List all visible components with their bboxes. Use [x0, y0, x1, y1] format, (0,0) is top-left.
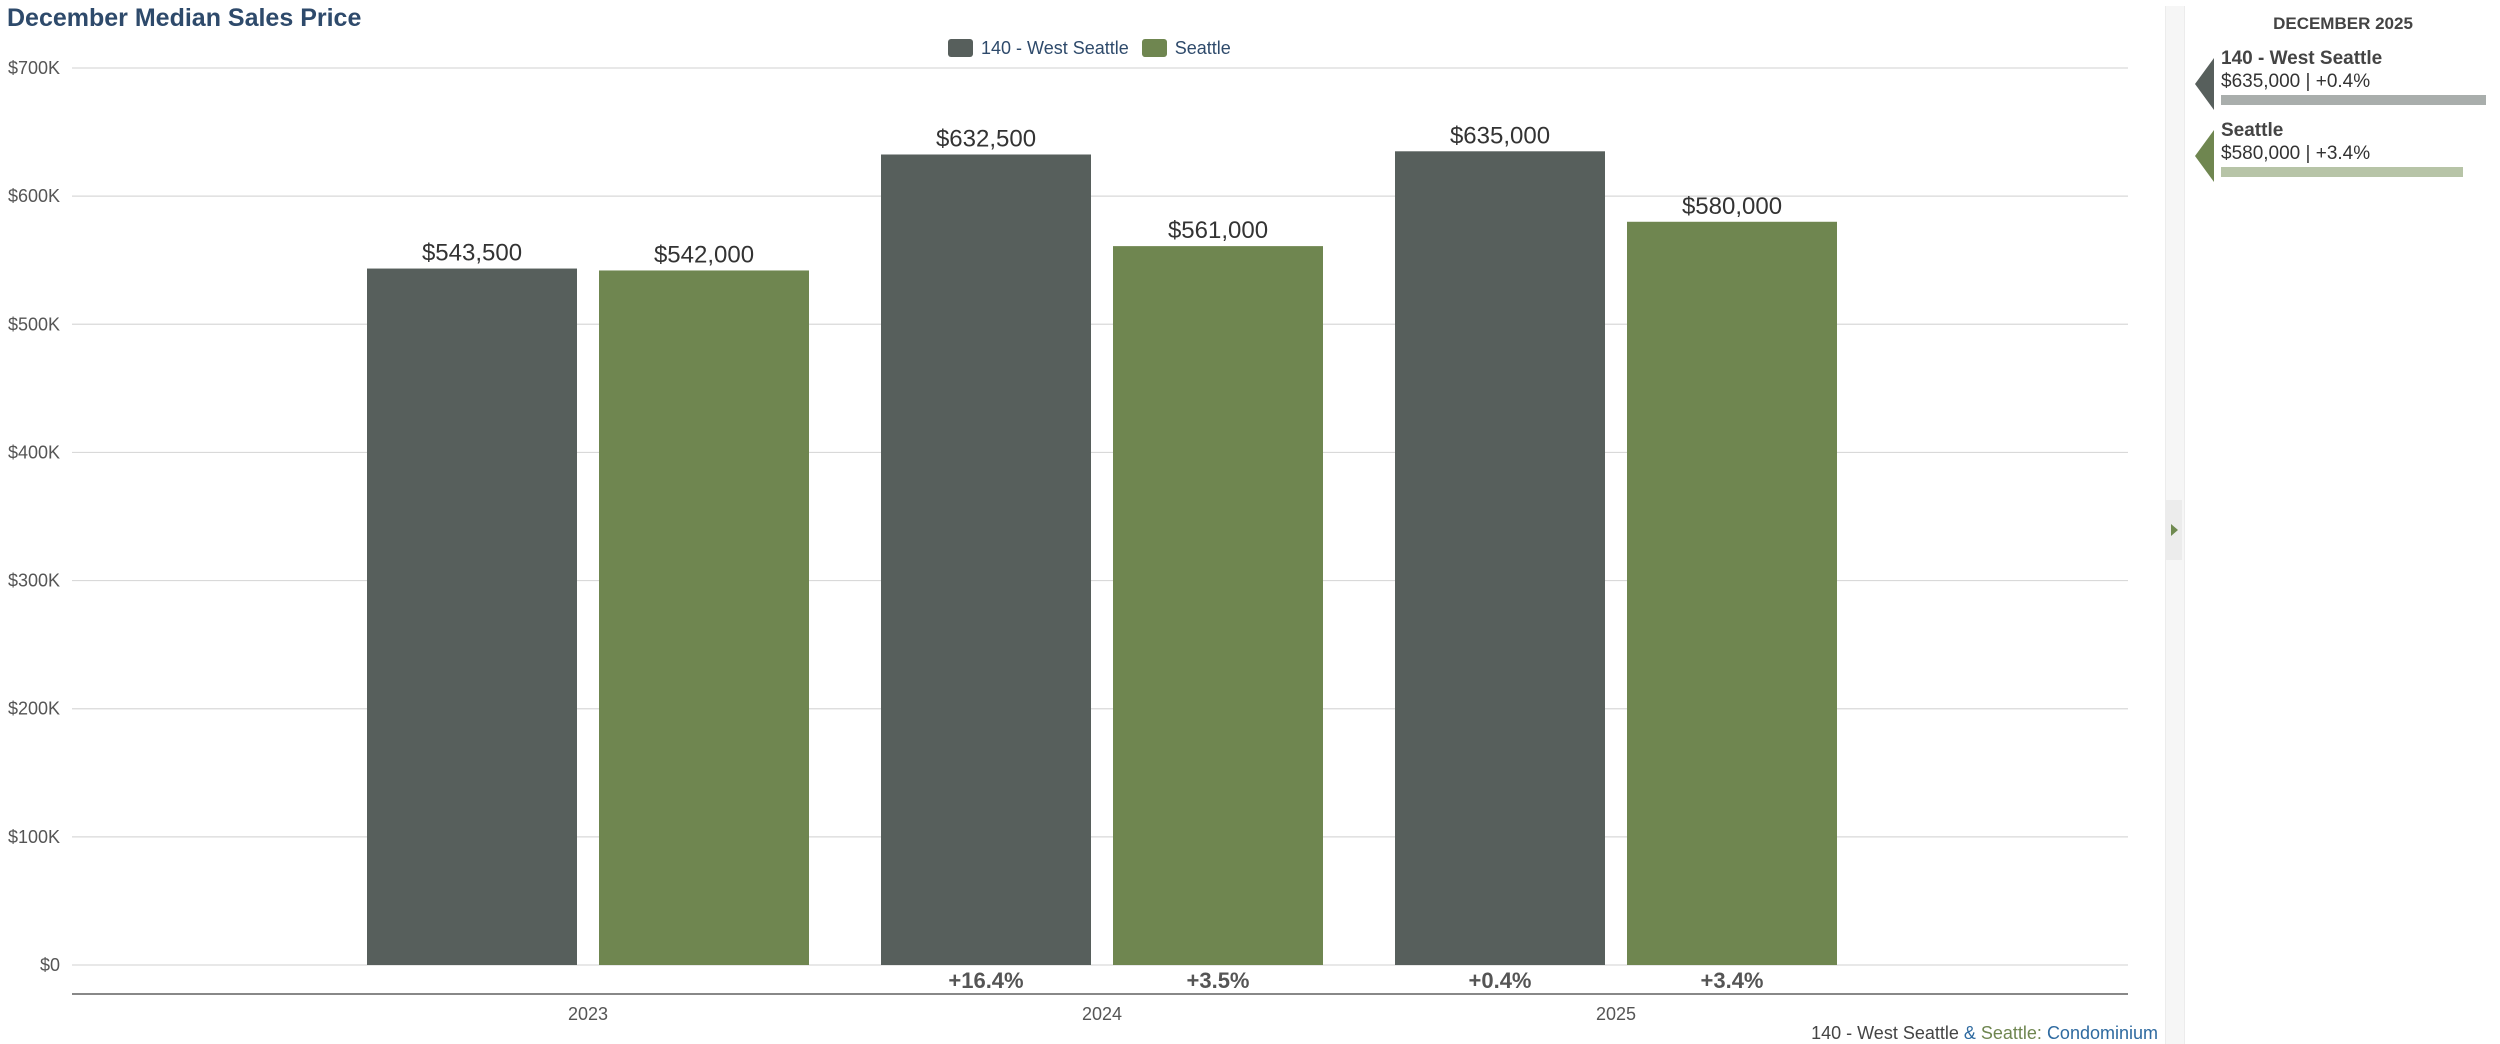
- bar: [1395, 151, 1605, 966]
- summary-panel: DECEMBER 2025 140 - West Seattle $635,00…: [2190, 0, 2496, 1044]
- bar-value-label: $580,000: [1682, 193, 1782, 220]
- legend-label-west-seattle: 140 - West Seattle: [981, 37, 1129, 58]
- bar: [881, 154, 1091, 965]
- chart-title: December Median Sales Price: [7, 4, 362, 32]
- panel-collapse-toggle[interactable]: [2166, 500, 2182, 560]
- y-tick-label: $100K: [8, 827, 60, 847]
- summary-item-name: Seattle: [2221, 120, 2284, 141]
- chart-footer: 140 - West Seattle & Seattle: Condominiu…: [1811, 1022, 2158, 1044]
- bar-value-label: $542,000: [654, 241, 754, 268]
- summary-item-name: 140 - West Seattle: [2221, 48, 2383, 69]
- summary-item-bar: [2221, 167, 2463, 177]
- legend-swatch-seattle: [1141, 39, 1167, 57]
- bar-value-label: $632,500: [936, 125, 1036, 152]
- marker-triangle-icon: [2195, 58, 2214, 110]
- bar-value-label: $543,500: [422, 240, 522, 267]
- footer-city-name: Seattle: [1980, 1023, 2037, 1043]
- legend-item-west-seattle[interactable]: 140 - West Seattle: [948, 38, 1129, 59]
- summary-heading: DECEMBER 2025: [2273, 14, 2413, 33]
- footer-joiner: &: [1958, 1023, 1981, 1043]
- caret-right-icon: [2171, 524, 2178, 536]
- y-tick-label: $600K: [8, 186, 60, 206]
- y-tick-label: $400K: [8, 442, 60, 462]
- y-tick-label: $200K: [8, 699, 60, 719]
- legend-item-seattle[interactable]: Seattle: [1141, 37, 1231, 59]
- legend-swatch-west-seattle: [948, 39, 973, 57]
- marker-triangle-icon: [2195, 130, 2214, 182]
- legend-label-seattle: Seattle: [1174, 37, 1231, 58]
- y-tick-label: $0: [40, 955, 60, 975]
- summary-item-value: $580,000 | +3.4%: [2221, 143, 2371, 164]
- change-label: +0.4%: [1469, 968, 1532, 993]
- summary-item-value: $635,000 | +0.4%: [2221, 71, 2371, 92]
- bar: [599, 270, 809, 966]
- y-tick-label: $500K: [8, 314, 60, 334]
- summary-item-seattle[interactable]: Seattle $580,000 | +3.4%: [2190, 120, 2496, 182]
- x-tick-label: 2025: [1596, 1004, 1636, 1024]
- footer-area-name: 140 - West Seattle: [1811, 1023, 1959, 1043]
- x-tick-label: 2023: [568, 1004, 608, 1024]
- change-label: +16.4%: [948, 968, 1023, 993]
- label-layer: $0 $100K $200K $300K $400K $500K $600K $700K $54…: [8, 58, 1782, 1024]
- y-tick-label: $700K: [8, 58, 60, 78]
- bar: [367, 268, 577, 965]
- summary-item-bar: [2221, 95, 2486, 105]
- bar-value-label: $561,000: [1168, 217, 1268, 244]
- footer-property-type[interactable]: Condominium: [2046, 1023, 2158, 1043]
- bar-layer: [367, 151, 1837, 966]
- bar-value-label: $635,000: [1450, 122, 1550, 149]
- y-tick-label: $300K: [8, 571, 60, 591]
- bar-chart: $0 $100K $200K $300K $400K $500K $600K $700K $54…: [8, 58, 2128, 1024]
- chart-legend: 140 - West Seattle Seattle: [948, 37, 1244, 59]
- change-label: +3.5%: [1187, 968, 1250, 993]
- footer-separator: :: [2036, 1023, 2047, 1043]
- bar: [1627, 221, 1837, 965]
- bar: [1113, 246, 1323, 965]
- x-tick-label: 2024: [1082, 1004, 1122, 1024]
- summary-item-west-seattle[interactable]: 140 - West Seattle $635,000 | +0.4%: [2190, 48, 2496, 110]
- change-label: +3.4%: [1701, 968, 1764, 993]
